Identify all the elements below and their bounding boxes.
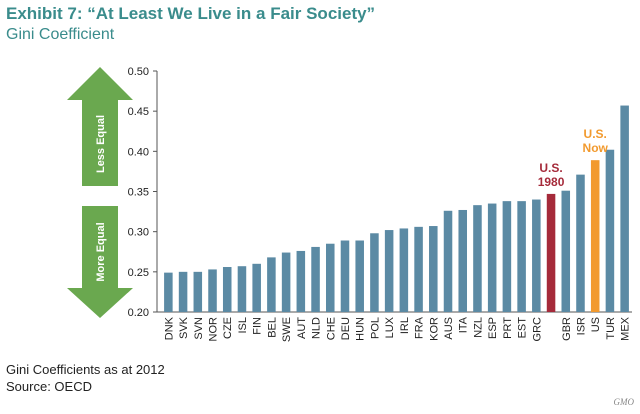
x-tick-label: GBR <box>561 317 573 341</box>
less-equal-arrow <box>67 67 133 186</box>
bar-svn <box>193 271 203 312</box>
y-tick-label: 0.50 <box>128 66 149 78</box>
x-tick-label: NOR <box>208 317 220 342</box>
bar-tur <box>605 149 615 312</box>
bar-grc <box>532 199 541 312</box>
x-tick-label: EST <box>517 317 529 339</box>
x-tick-label: DNK <box>163 316 175 340</box>
bar-us <box>590 160 600 312</box>
y-tick-label: 0.25 <box>128 267 149 279</box>
x-tick-label: AUS <box>443 317 455 340</box>
y-tick-label: 0.35 <box>128 187 149 199</box>
bar-fin <box>252 263 261 312</box>
bar-u-s-1980 <box>546 193 556 312</box>
bar-isr <box>576 174 585 312</box>
gmo-logo: GMO <box>613 397 635 407</box>
bar-est <box>517 201 526 312</box>
bar-mex <box>620 105 629 312</box>
bar-isl <box>237 266 247 312</box>
x-tick-label: POL <box>369 317 381 339</box>
x-tick-label: BEL <box>266 317 278 338</box>
x-tick-label: PRT <box>502 317 514 339</box>
bar-nor <box>208 269 217 312</box>
chart-subtitle: Gini Coefficient <box>6 26 115 43</box>
bar-nld <box>311 246 320 312</box>
y-tick-label: 0.20 <box>128 307 149 319</box>
annotation-label: 1980 <box>538 175 565 189</box>
x-tick-label: ISR <box>575 317 587 335</box>
x-tick-label: FRA <box>414 316 426 339</box>
bar-hun <box>355 240 364 312</box>
bar-cze <box>222 267 232 312</box>
x-tick-label: IRL <box>399 317 411 334</box>
x-tick-label: AUT <box>296 317 308 339</box>
x-tick-label: NLD <box>311 317 323 339</box>
footnote: Gini Coefficients as at 2012 <box>6 362 165 377</box>
x-tick-label: SVK <box>178 316 190 339</box>
bar-kor <box>429 226 438 312</box>
y-tick-label: 0.45 <box>128 106 149 118</box>
x-tick-label: SWE <box>281 317 293 342</box>
x-tick-label: ESP <box>487 317 499 339</box>
x-tick-label: CZE <box>222 317 234 339</box>
bar-irl <box>399 228 409 312</box>
x-tick-label: HUN <box>355 317 367 341</box>
bar-svk <box>178 271 188 312</box>
bar-fra <box>414 226 423 312</box>
bar-lux <box>384 230 394 312</box>
bar-aus <box>443 210 453 312</box>
bar-bel <box>267 257 276 312</box>
bar-deu <box>340 240 350 312</box>
more-equal-label: More Equal <box>95 222 107 281</box>
more-equal-arrow <box>67 206 133 318</box>
annotation-label: Now <box>583 141 609 155</box>
source-note: Source: OECD <box>6 379 92 394</box>
bar-prt <box>502 201 512 312</box>
bar-swe <box>281 252 291 312</box>
bar-ita <box>458 209 468 312</box>
y-tick-label: 0.40 <box>128 146 149 158</box>
x-tick-label: MEX <box>620 316 632 341</box>
x-tick-label: TUR <box>605 317 617 340</box>
x-tick-label: FIN <box>252 317 264 335</box>
x-tick-label: GRC <box>531 317 543 342</box>
x-tick-label: ISL <box>237 317 249 334</box>
bar-dnk <box>164 272 173 312</box>
y-tick-label: 0.30 <box>128 227 149 239</box>
bar-che <box>325 243 335 312</box>
x-tick-label: LUX <box>384 316 396 338</box>
x-tick-label: US <box>590 317 602 332</box>
x-tick-label: ITA <box>458 316 470 333</box>
x-tick-label: CHE <box>325 317 337 340</box>
x-tick-label: SVN <box>193 317 205 340</box>
x-tick-label: KOR <box>428 317 440 341</box>
bar-aut <box>296 250 306 312</box>
bar-nzl <box>473 205 482 312</box>
less-equal-label: Less Equal <box>95 115 107 173</box>
chart-title: Exhibit 7: “At Least We Live in a Fair S… <box>6 4 376 23</box>
annotation-label: U.S. <box>539 161 562 175</box>
x-tick-label: DEU <box>340 317 352 340</box>
x-tick-label: NZL <box>472 317 484 338</box>
annotation-label: U.S. <box>584 127 607 141</box>
bar-gbr <box>561 190 571 312</box>
bar-pol <box>370 233 379 312</box>
bar-esp <box>487 203 497 312</box>
